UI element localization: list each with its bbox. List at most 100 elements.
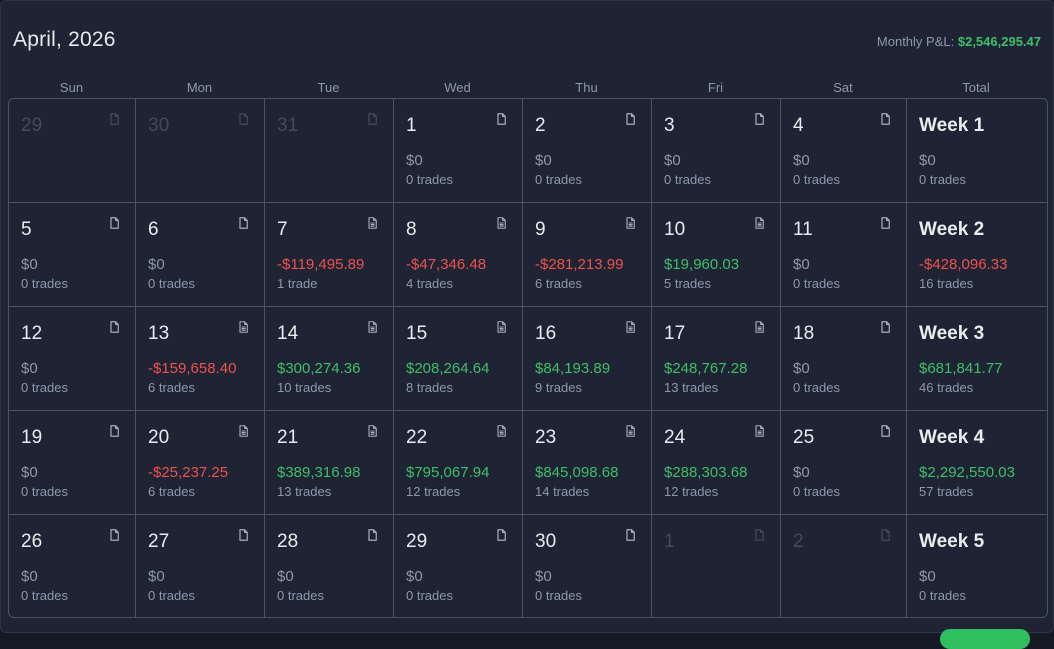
file-icon[interactable]: [110, 113, 119, 125]
day-cell[interactable]: 17 $248,767.28 13 trades: [652, 307, 781, 411]
trade-count: 0 trades: [21, 380, 68, 395]
day-header-sun: Sun: [8, 80, 135, 95]
day-cell[interactable]: 8 -$47,346.48 4 trades: [394, 203, 523, 307]
file-text-icon[interactable]: [497, 321, 506, 333]
day-header-tue: Tue: [264, 80, 393, 95]
file-icon[interactable]: [755, 529, 764, 541]
week-total-cell: Week 3 $681,841.77 46 trades: [907, 307, 1047, 411]
day-cell[interactable]: 7 -$119,495.89 1 trade: [265, 203, 394, 307]
day-pnl: $0: [406, 568, 423, 585]
file-text-icon[interactable]: [368, 425, 377, 437]
file-text-icon[interactable]: [497, 217, 506, 229]
file-icon[interactable]: [239, 529, 248, 541]
day-number: 9: [535, 219, 546, 241]
day-number: 1: [664, 531, 675, 553]
day-cell[interactable]: 30: [136, 99, 265, 203]
day-number: 22: [406, 427, 427, 449]
trade-count: 12 trades: [406, 484, 460, 499]
day-cell[interactable]: 24 $288,303.68 12 trades: [652, 411, 781, 515]
file-icon[interactable]: [110, 529, 119, 541]
day-cell[interactable]: 12 $0 0 trades: [9, 307, 136, 411]
day-number: 12: [21, 323, 42, 345]
day-pnl: $208,264.64: [406, 360, 489, 377]
day-cell[interactable]: 25 $0 0 trades: [781, 411, 907, 515]
day-pnl: $0: [21, 256, 38, 273]
day-number: 28: [277, 531, 298, 553]
day-cell[interactable]: 2: [781, 515, 907, 617]
day-cell[interactable]: 4 $0 0 trades: [781, 99, 907, 203]
day-header-wed: Wed: [393, 80, 522, 95]
day-cell[interactable]: 5 $0 0 trades: [9, 203, 136, 307]
day-cell[interactable]: 1: [652, 515, 781, 617]
day-pnl: $0: [21, 568, 38, 585]
file-icon[interactable]: [497, 529, 506, 541]
trade-count: 0 trades: [535, 172, 582, 187]
day-pnl: $248,767.28: [664, 360, 747, 377]
file-text-icon[interactable]: [239, 321, 248, 333]
day-pnl: $0: [148, 568, 165, 585]
day-cell[interactable]: 21 $389,316.98 13 trades: [265, 411, 394, 515]
file-icon[interactable]: [881, 321, 890, 333]
file-text-icon[interactable]: [368, 217, 377, 229]
day-cell[interactable]: 23 $845,098.68 14 trades: [523, 411, 652, 515]
day-cell[interactable]: 31: [265, 99, 394, 203]
day-cell[interactable]: 10 $19,960.03 5 trades: [652, 203, 781, 307]
day-cell[interactable]: 14 $300,274.36 10 trades: [265, 307, 394, 411]
file-text-icon[interactable]: [755, 425, 764, 437]
day-cell[interactable]: 18 $0 0 trades: [781, 307, 907, 411]
file-icon[interactable]: [239, 113, 248, 125]
day-cell[interactable]: 3 $0 0 trades: [652, 99, 781, 203]
file-text-icon[interactable]: [755, 321, 764, 333]
file-icon[interactable]: [368, 113, 377, 125]
day-cell[interactable]: 22 $795,067.94 12 trades: [394, 411, 523, 515]
day-cell[interactable]: 28 $0 0 trades: [265, 515, 394, 617]
day-cell[interactable]: 9 -$281,213.99 6 trades: [523, 203, 652, 307]
day-number: 23: [535, 427, 556, 449]
day-cell[interactable]: 30 $0 0 trades: [523, 515, 652, 617]
file-text-icon[interactable]: [239, 425, 248, 437]
month-title: April, 2026: [13, 28, 116, 52]
day-cell[interactable]: 11 $0 0 trades: [781, 203, 907, 307]
week-label: Week 2: [919, 219, 984, 241]
day-cell[interactable]: 15 $208,264.64 8 trades: [394, 307, 523, 411]
file-icon[interactable]: [626, 529, 635, 541]
file-icon[interactable]: [497, 113, 506, 125]
file-text-icon[interactable]: [497, 425, 506, 437]
day-cell[interactable]: 26 $0 0 trades: [9, 515, 136, 617]
action-button[interactable]: [940, 629, 1030, 649]
file-icon[interactable]: [110, 217, 119, 229]
day-cell[interactable]: 6 $0 0 trades: [136, 203, 265, 307]
file-icon[interactable]: [626, 113, 635, 125]
day-number: 7: [277, 219, 288, 241]
file-icon[interactable]: [110, 321, 119, 333]
day-cell[interactable]: 2 $0 0 trades: [523, 99, 652, 203]
file-text-icon[interactable]: [368, 321, 377, 333]
file-icon[interactable]: [239, 217, 248, 229]
file-icon[interactable]: [368, 529, 377, 541]
file-icon[interactable]: [881, 529, 890, 541]
monthly-pnl-value: $2,546,295.47: [958, 34, 1041, 49]
file-text-icon[interactable]: [626, 217, 635, 229]
day-cell[interactable]: 13 -$159,658.40 6 trades: [136, 307, 265, 411]
file-icon[interactable]: [110, 425, 119, 437]
calendar-panel: April, 2026 Monthly P&L: $2,546,295.47 S…: [0, 0, 1054, 633]
day-pnl: $845,098.68: [535, 464, 618, 481]
day-cell[interactable]: 16 $84,193.89 9 trades: [523, 307, 652, 411]
day-cell[interactable]: 29 $0 0 trades: [394, 515, 523, 617]
day-cell[interactable]: 27 $0 0 trades: [136, 515, 265, 617]
day-pnl: $300,274.36: [277, 360, 360, 377]
file-icon[interactable]: [881, 217, 890, 229]
file-icon[interactable]: [755, 113, 764, 125]
day-pnl: $0: [535, 152, 552, 169]
file-text-icon[interactable]: [626, 321, 635, 333]
day-pnl: $0: [793, 256, 810, 273]
day-cell[interactable]: 19 $0 0 trades: [9, 411, 136, 515]
file-icon[interactable]: [881, 425, 890, 437]
day-cell[interactable]: 20 -$25,237.25 6 trades: [136, 411, 265, 515]
file-text-icon[interactable]: [626, 425, 635, 437]
monthly-pnl: Monthly P&L: $2,546,295.47: [877, 34, 1041, 49]
day-cell[interactable]: 29: [9, 99, 136, 203]
file-icon[interactable]: [881, 113, 890, 125]
day-cell[interactable]: 1 $0 0 trades: [394, 99, 523, 203]
file-text-icon[interactable]: [755, 217, 764, 229]
